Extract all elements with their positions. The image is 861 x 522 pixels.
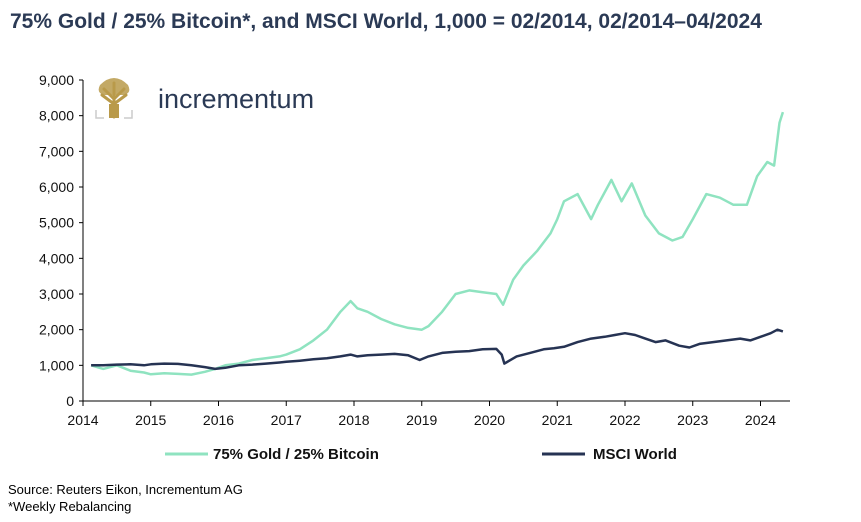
x-tick-label: 2016 bbox=[203, 412, 234, 428]
x-tick-label: 2022 bbox=[609, 412, 640, 428]
x-tick-label: 2014 bbox=[67, 412, 98, 428]
y-tick-label: 2,000 bbox=[39, 322, 74, 338]
x-tick-label: 2024 bbox=[745, 412, 776, 428]
y-tick-label: 7,000 bbox=[39, 143, 74, 159]
logo-text: incrementum bbox=[158, 84, 314, 114]
y-tick-label: 5,000 bbox=[39, 215, 74, 231]
legend-label-msci-world: MSCI World bbox=[593, 446, 677, 463]
y-tick-label: 9,000 bbox=[39, 72, 74, 88]
chart-title: 75% Gold / 25% Bitcoin*, and MSCI World,… bbox=[10, 10, 762, 33]
series-line-gold-bitcoin bbox=[90, 111, 785, 376]
y-tick-label: 0 bbox=[66, 393, 74, 409]
y-tick-label: 8,000 bbox=[39, 108, 74, 124]
x-tick-label: 2015 bbox=[135, 412, 166, 428]
x-tick-label: 2019 bbox=[406, 412, 437, 428]
incrementum-logo: incrementum bbox=[95, 78, 314, 119]
y-tick-label: 1,000 bbox=[39, 357, 74, 373]
source-note: Source: Reuters Eikon, Incrementum AG *W… bbox=[8, 481, 243, 515]
x-tick-label: 2023 bbox=[677, 412, 708, 428]
y-tick-label: 6,000 bbox=[39, 179, 74, 195]
tree-icon bbox=[95, 78, 133, 119]
legend-label-gold-bitcoin: 75% Gold / 25% Bitcoin bbox=[213, 446, 379, 463]
series-line-msci-world bbox=[91, 328, 784, 371]
source-line: Source: Reuters Eikon, Incrementum AG bbox=[8, 482, 243, 497]
y-tick-label: 4,000 bbox=[39, 250, 74, 266]
x-tick-label: 2020 bbox=[474, 412, 505, 428]
footnote-line: *Weekly Rebalancing bbox=[8, 499, 132, 514]
x-tick-label: 2018 bbox=[338, 412, 369, 428]
x-tick-label: 2017 bbox=[271, 412, 302, 428]
legend: 75% Gold / 25% Bitcoin MSCI World bbox=[165, 446, 677, 463]
x-tick-label: 2021 bbox=[542, 412, 573, 428]
y-tick-label: 3,000 bbox=[39, 286, 74, 302]
